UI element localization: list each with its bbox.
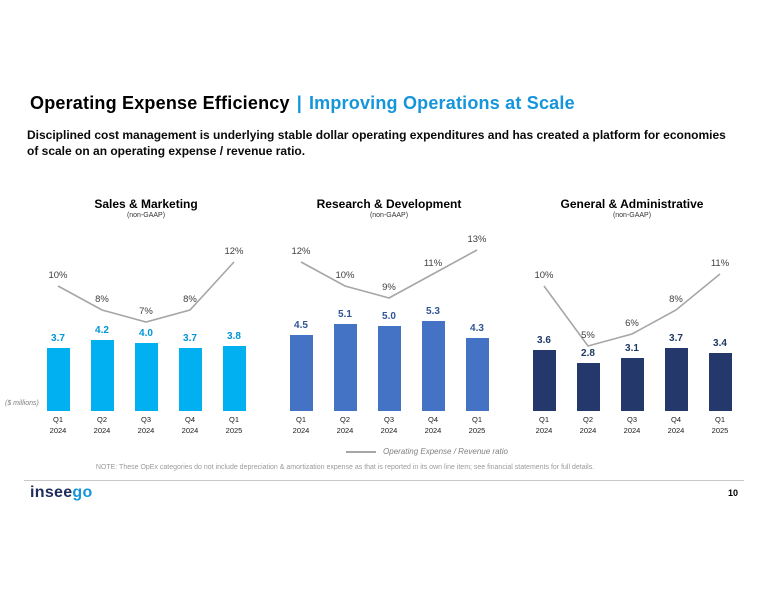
bar-q2-2024 [333, 324, 357, 411]
bar-q2-2024 [90, 339, 114, 411]
ratio-point-label: 10% [48, 270, 68, 281]
chart-plot: 3.6 10% 2.8 5% 3.1 6% 3.7 8% 3.4 11% [522, 221, 742, 411]
ratio-point-label: 7% [139, 306, 153, 317]
ratio-point-label: 8% [669, 294, 683, 305]
ratio-line [300, 249, 478, 299]
ratio-point-label: 6% [625, 318, 639, 329]
ratio-point-label: 10% [335, 270, 355, 281]
bar-q4-2024 [421, 320, 445, 411]
bar-q1-2025 [708, 353, 732, 411]
bar-value-label: 5.1 [338, 309, 352, 321]
logo-text-go: go [72, 484, 93, 501]
y-axis-unit-label: ($ millions) [5, 400, 39, 407]
ratio-point-label: 8% [183, 294, 197, 305]
ratio-point-label: 11% [710, 258, 730, 269]
title-main: Operating Expense Efficiency [30, 93, 290, 113]
ratio-point-label: 12% [291, 246, 311, 257]
chart-title: Sales & Marketing [94, 197, 198, 211]
x-axis-label: Q1 2024 [535, 415, 553, 436]
chart-title: General & Administrative [560, 197, 704, 211]
ratio-line [543, 273, 721, 347]
ratio-point-label: 5% [581, 330, 595, 341]
bar-value-label: 2.8 [581, 348, 595, 360]
bar-q3-2024 [134, 343, 158, 411]
chart-panel-2: General & Administrative (non-GAAP) 3.6 10%… [522, 197, 742, 437]
footer-divider [24, 480, 744, 481]
ratio-point-label: 11% [423, 258, 443, 269]
bar-value-label: 4.2 [95, 324, 109, 336]
page-number: 10 [727, 488, 738, 498]
title-highlight: Improving Operations at Scale [308, 93, 575, 113]
bar-q4-2024 [178, 348, 202, 411]
bar-q4-2024 [664, 348, 688, 411]
x-axis-label: Q1 2025 [225, 415, 243, 436]
x-axis-label: Q3 2024 [380, 415, 398, 436]
bar-value-label: 4.5 [294, 319, 308, 331]
x-axis-label: Q2 2024 [93, 415, 111, 436]
x-axis-label: Q4 2024 [181, 415, 199, 436]
bar-q1-2024 [532, 349, 556, 411]
x-axis: Q1 2024 Q2 2024 Q3 2024 Q4 2024 Q1 2025 [279, 414, 499, 437]
bar-value-label: 3.1 [625, 343, 639, 355]
bar-value-label: 4.3 [470, 322, 484, 334]
bar-value-label: 3.8 [227, 331, 241, 343]
x-axis-label: Q1 2024 [49, 415, 67, 436]
legend-label: Operating Expense / Revenue ratio [383, 447, 508, 456]
x-axis-label: Q1 2025 [711, 415, 729, 436]
chart-title: Research & Development [316, 197, 462, 211]
x-axis: Q1 2024 Q2 2024 Q3 2024 Q4 2024 Q1 2025 [36, 414, 256, 437]
charts-row: Sales & Marketing (non-GAAP) 3.7 10% 4.2 8% 4.… [36, 197, 742, 437]
page-title: Operating Expense Efficiency | Improving O… [30, 93, 575, 114]
chart-subtitle: (non-GAAP) [369, 212, 409, 219]
bar-q1-2025 [222, 346, 246, 411]
bar-q1-2025 [465, 337, 489, 411]
x-axis-label: Q1 2025 [468, 415, 486, 436]
chart-subtitle: (non-GAAP) [612, 212, 652, 219]
x-axis: Q1 2024 Q2 2024 Q3 2024 Q4 2024 Q1 2025 [522, 414, 742, 437]
chart-subtitle: (non-GAAP) [126, 212, 166, 219]
ratio-point-label: 10% [534, 270, 554, 281]
bar-value-label: 3.6 [537, 334, 551, 346]
bar-q1-2024 [46, 348, 70, 411]
bar-value-label: 3.4 [713, 338, 727, 350]
ratio-point-label: 13% [467, 234, 487, 245]
ratio-point-label: 8% [95, 294, 109, 305]
x-axis-label: Q4 2024 [424, 415, 442, 436]
ratio-line [57, 261, 235, 323]
chart-legend: Operating Expense / Revenue ratio [43, 447, 768, 456]
bar-value-label: 3.7 [669, 333, 683, 345]
chart-panel-0: Sales & Marketing (non-GAAP) 3.7 10% 4.2 8% 4.… [36, 197, 256, 437]
chart-plot: 4.5 12% 5.1 10% 5.0 9% 5.3 11% 4.3 13% [279, 221, 499, 411]
chart-panel-1: Research & Development (non-GAAP) 4.5 12% 5.… [279, 197, 499, 437]
slide-subtitle: Disciplined cost management is underlyin… [27, 128, 726, 159]
bar-q2-2024 [576, 363, 600, 411]
footnote: NOTE: These OpEx categories do not inclu… [95, 464, 595, 471]
x-axis-label: Q2 2024 [336, 415, 354, 436]
bar-value-label: 5.0 [382, 311, 396, 322]
bar-q1-2024 [289, 334, 313, 411]
ratio-point-label: 9% [382, 282, 396, 293]
bar-value-label: 5.3 [426, 305, 440, 317]
logo-text-insee: insee [30, 484, 73, 501]
bar-value-label: 3.7 [183, 333, 197, 345]
x-axis-label: Q1 2024 [292, 415, 310, 436]
legend-line-swatch [346, 450, 377, 453]
inseego-logo: inseego [30, 484, 93, 502]
bar-q3-2024 [377, 326, 401, 411]
x-axis-label: Q4 2024 [667, 415, 685, 436]
bar-value-label: 3.7 [51, 333, 65, 345]
title-separator: | [296, 93, 302, 113]
x-axis-label: Q2 2024 [579, 415, 597, 436]
chart-plot: 3.7 10% 4.2 8% 4.0 7% 3.7 8% 3.8 12% [36, 221, 256, 411]
x-axis-label: Q3 2024 [623, 415, 641, 436]
bar-q3-2024 [620, 358, 644, 411]
bar-value-label: 4.0 [139, 328, 153, 339]
x-axis-label: Q3 2024 [137, 415, 155, 436]
ratio-point-label: 12% [224, 246, 244, 257]
